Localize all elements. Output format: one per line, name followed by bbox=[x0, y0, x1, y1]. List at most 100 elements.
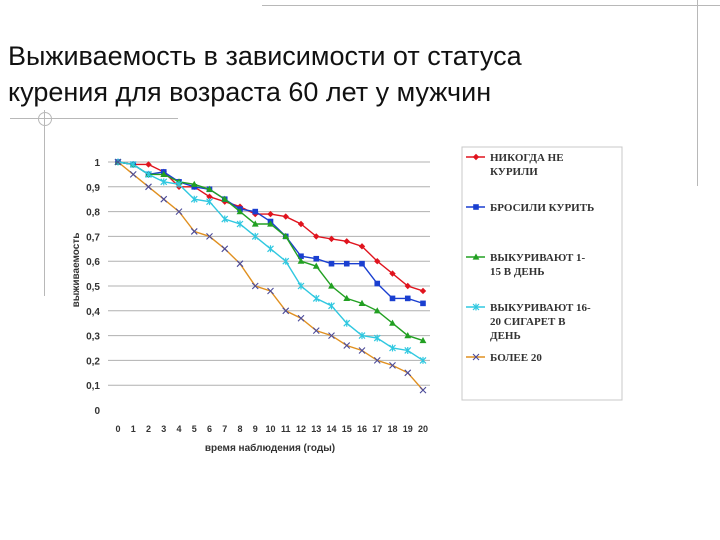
data-point bbox=[312, 262, 320, 269]
data-point bbox=[343, 342, 351, 349]
data-point bbox=[419, 336, 427, 344]
y-tick-label: 0,4 bbox=[86, 307, 100, 318]
data-point bbox=[145, 161, 152, 168]
data-point bbox=[328, 235, 335, 243]
x-tick-label: 7 bbox=[222, 424, 227, 434]
data-point bbox=[328, 302, 335, 310]
y-tick-label: 0,9 bbox=[86, 183, 100, 194]
data-point bbox=[129, 160, 137, 168]
data-point bbox=[358, 332, 366, 340]
legend-label: ВЫКУРИВАЮТ 1- bbox=[490, 252, 586, 264]
data-point bbox=[313, 255, 320, 262]
data-point bbox=[420, 300, 426, 307]
y-tick-label: 0,6 bbox=[86, 257, 100, 268]
legend-item: ВЫКУРИВАЮТ 1- 15 В ДЕНЬ bbox=[466, 252, 586, 278]
decorative-line-right bbox=[697, 0, 698, 186]
legend-label: БРОСИЛИ КУРИТЬ bbox=[490, 202, 594, 214]
legend-label: БОЛЕЕ 20 bbox=[490, 352, 542, 364]
data-point bbox=[358, 347, 366, 354]
data-point bbox=[145, 170, 152, 178]
legend-item: ВЫКУРИВАЮТ 16- 20 СИГАРЕТ В ДЕНЬ bbox=[466, 302, 591, 342]
data-point bbox=[389, 270, 396, 277]
data-point bbox=[221, 245, 229, 253]
data-point bbox=[389, 344, 396, 352]
data-point bbox=[206, 193, 213, 200]
decorative-circle bbox=[38, 112, 52, 126]
legend-box bbox=[461, 146, 623, 401]
y-tick-label: 0,2 bbox=[86, 356, 100, 367]
data-point bbox=[236, 208, 244, 215]
x-tick-label: 13 bbox=[311, 424, 321, 434]
y-tick-label: 1 bbox=[94, 158, 100, 169]
data-point bbox=[206, 233, 213, 240]
x-tick-label: 16 bbox=[357, 424, 367, 434]
legend-item: БОЛЕЕ 20 bbox=[466, 352, 542, 364]
x-axis-label: время наблюдения (годы) bbox=[205, 442, 335, 454]
data-point bbox=[298, 253, 304, 260]
data-point bbox=[328, 260, 335, 267]
data-point bbox=[297, 220, 305, 228]
slide-title-line-2: курения для возраста 60 лет у мужчин bbox=[8, 77, 492, 107]
data-point bbox=[404, 346, 412, 354]
data-point bbox=[374, 280, 381, 287]
data-point bbox=[251, 282, 259, 290]
data-point bbox=[160, 170, 168, 177]
legend-swatch-marker bbox=[472, 353, 480, 361]
data-point bbox=[404, 369, 412, 377]
data-point bbox=[358, 243, 366, 250]
data-point bbox=[267, 220, 274, 227]
data-point bbox=[114, 158, 122, 166]
data-point bbox=[267, 287, 274, 295]
legend-label: 20 СИГАРЕТ В bbox=[490, 316, 566, 328]
data-point bbox=[221, 215, 229, 223]
data-point bbox=[312, 294, 320, 302]
x-tick-label: 4 bbox=[176, 424, 181, 434]
data-point bbox=[175, 180, 183, 188]
y-tick-label: 0 bbox=[94, 406, 100, 417]
data-point bbox=[221, 195, 229, 202]
data-point bbox=[282, 232, 290, 239]
data-point bbox=[312, 327, 320, 335]
legend-label: 15 В ДЕНЬ bbox=[490, 266, 545, 278]
data-point bbox=[206, 198, 213, 206]
slide-title: Выживаемость в зависимости от статуса ку… bbox=[8, 38, 708, 110]
data-point bbox=[373, 357, 381, 364]
decorative-line-under-title bbox=[10, 118, 178, 119]
slide-title-line-1: Выживаемость в зависимости от статуса bbox=[8, 41, 522, 71]
data-point bbox=[251, 232, 259, 240]
data-point bbox=[190, 180, 198, 187]
data-point bbox=[389, 361, 396, 369]
legend-label: НИКОГДА НЕ bbox=[490, 152, 564, 164]
x-tick-label: 6 bbox=[207, 424, 212, 434]
x-tick-label: 10 bbox=[265, 424, 275, 434]
data-point bbox=[343, 319, 351, 327]
x-tick-label: 18 bbox=[387, 424, 397, 434]
data-point bbox=[252, 208, 259, 215]
series-5 bbox=[114, 158, 427, 394]
data-point bbox=[419, 386, 427, 394]
data-point bbox=[343, 294, 351, 301]
y-tick-label: 0,3 bbox=[86, 332, 100, 343]
data-point bbox=[389, 295, 396, 302]
data-point bbox=[419, 287, 427, 295]
data-point bbox=[129, 171, 137, 178]
legend-swatch-marker bbox=[472, 153, 480, 161]
data-point bbox=[404, 295, 411, 302]
data-point bbox=[282, 307, 290, 315]
legend-swatch-marker bbox=[473, 204, 479, 210]
data-point bbox=[190, 228, 198, 235]
data-point bbox=[160, 195, 168, 203]
data-point bbox=[145, 183, 152, 191]
x-tick-label: 11 bbox=[281, 424, 291, 434]
data-point bbox=[313, 233, 320, 240]
x-tick-label: 14 bbox=[326, 424, 336, 434]
data-point bbox=[343, 238, 350, 245]
x-tick-label: 17 bbox=[372, 424, 382, 434]
data-point bbox=[373, 307, 381, 314]
x-tick-label: 1 bbox=[131, 424, 136, 434]
y-tick-label: 0,5 bbox=[86, 282, 100, 293]
x-tick-label: 5 bbox=[192, 424, 197, 434]
legend-item: БРОСИЛИ КУРИТЬ bbox=[466, 202, 594, 214]
data-point bbox=[206, 185, 213, 192]
